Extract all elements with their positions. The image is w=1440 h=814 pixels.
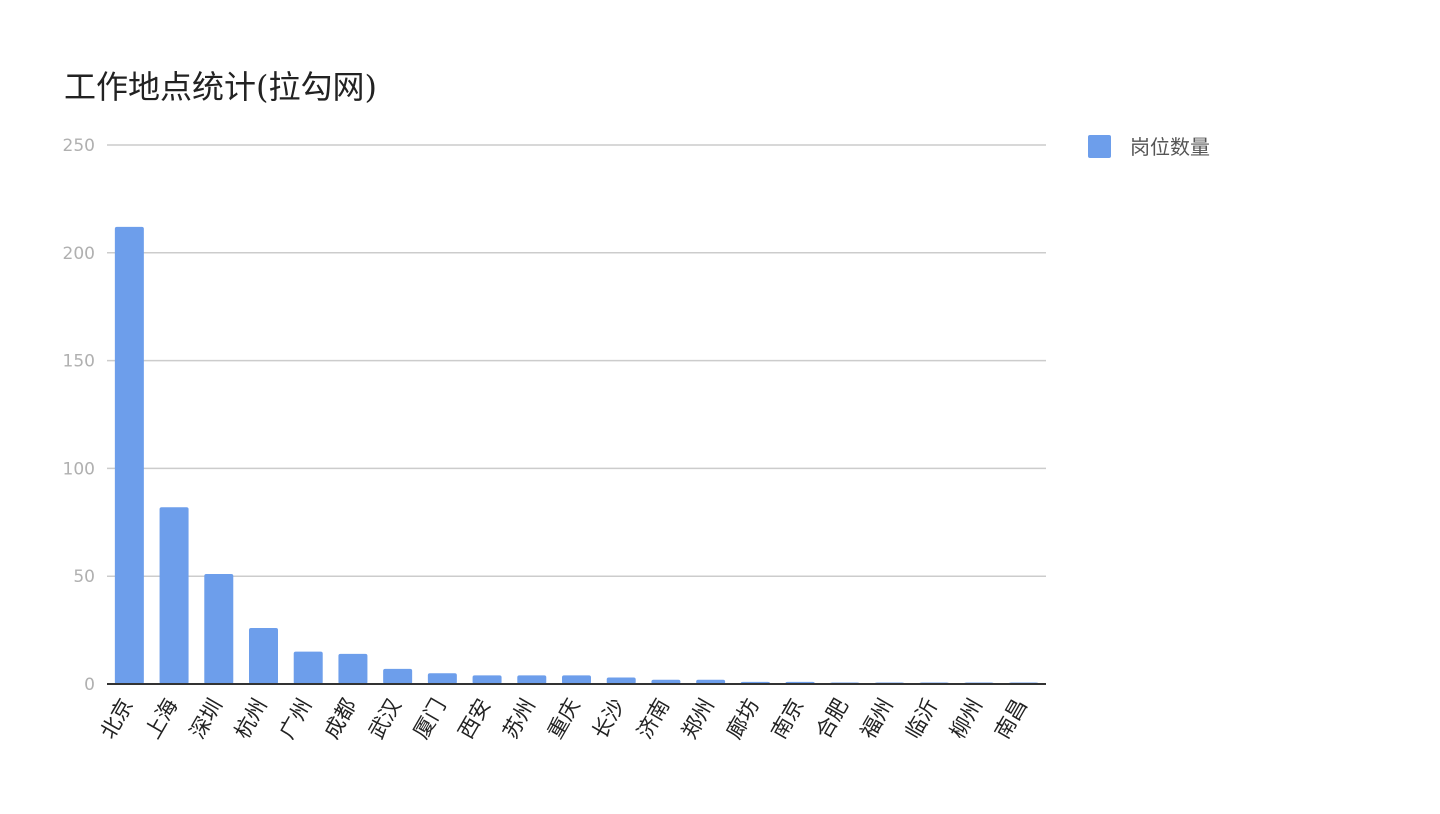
x-tick-label: 北京 [96, 695, 138, 743]
bar [383, 668, 413, 684]
x-tick-label: 南京 [767, 695, 809, 743]
x-tick-label: 苏州 [498, 695, 540, 743]
x-tick-label: 武汉 [364, 695, 406, 743]
x-tick-label: 广州 [275, 695, 317, 743]
bar [562, 675, 591, 684]
bar [472, 675, 502, 684]
bar [651, 679, 681, 684]
x-tick-label: 重庆 [543, 695, 585, 743]
x-tick-label: 西安 [454, 695, 496, 743]
bar [249, 627, 278, 684]
bar [696, 679, 726, 684]
x-tick-label: 临沂 [901, 695, 943, 743]
x-tick-label: 长沙 [588, 695, 630, 743]
x-tick-label: 厦门 [409, 695, 451, 743]
x-tick-label: 福州 [856, 695, 898, 743]
x-tick-label: 成都 [319, 695, 361, 743]
legend-swatch [1088, 135, 1111, 158]
x-tick-label: 郑州 [677, 695, 719, 743]
x-tick-label: 杭州 [230, 695, 272, 743]
y-tick-label: 250 [63, 136, 95, 156]
bar [517, 675, 547, 684]
bar [338, 653, 368, 684]
x-tick-label: 南昌 [990, 695, 1032, 743]
bar [159, 507, 189, 684]
bar [204, 574, 234, 684]
x-tick-label: 上海 [141, 695, 183, 743]
y-tick-label: 200 [63, 244, 95, 264]
y-tick-label: 0 [84, 675, 95, 695]
x-tick-label: 廊坊 [722, 695, 764, 743]
y-tick-label: 150 [63, 352, 95, 372]
bar [427, 673, 457, 684]
bar [606, 677, 636, 684]
x-tick-label: 深圳 [185, 695, 227, 743]
x-tick-label: 柳州 [945, 695, 987, 743]
y-tick-label: 50 [73, 567, 95, 587]
legend-label: 岗位数量 [1130, 135, 1210, 159]
x-tick-label: 济南 [632, 695, 674, 743]
y-tick-label: 100 [63, 459, 95, 479]
legend: 岗位数量 [1088, 135, 1210, 159]
x-tick-label: 合肥 [811, 695, 853, 743]
chart-title: 工作地点统计(拉勾网) [64, 68, 377, 106]
bar [293, 651, 323, 684]
bar-series [114, 226, 1039, 685]
bar [114, 226, 144, 685]
